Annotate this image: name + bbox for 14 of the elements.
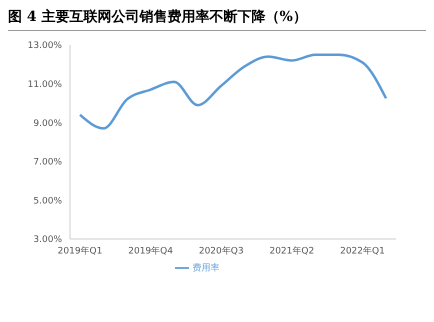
x-tick-label: 2021年Q2 (269, 245, 314, 256)
x-tick-label: 2019年Q4 (128, 245, 174, 256)
y-tick-label: 3.00% (33, 235, 62, 246)
y-tick-label: 5.00% (33, 196, 62, 206)
y-tick-label: 11.00% (28, 80, 62, 90)
chart-title: 图 4 主要互联网公司销售费用率不断下降（%） (8, 8, 426, 31)
x-tick-label: 2019年Q1 (58, 245, 102, 256)
line-series (78, 53, 388, 130)
y-tick-label: 9.00% (33, 118, 62, 129)
x-tick-label: 2022年Q1 (340, 245, 385, 256)
x-tick-label: 2020年Q3 (198, 245, 244, 256)
y-tick-label: 13.00% (28, 41, 62, 52)
y-tick-label: 7.00% (33, 158, 62, 168)
legend-label: 费用率 (192, 263, 220, 274)
